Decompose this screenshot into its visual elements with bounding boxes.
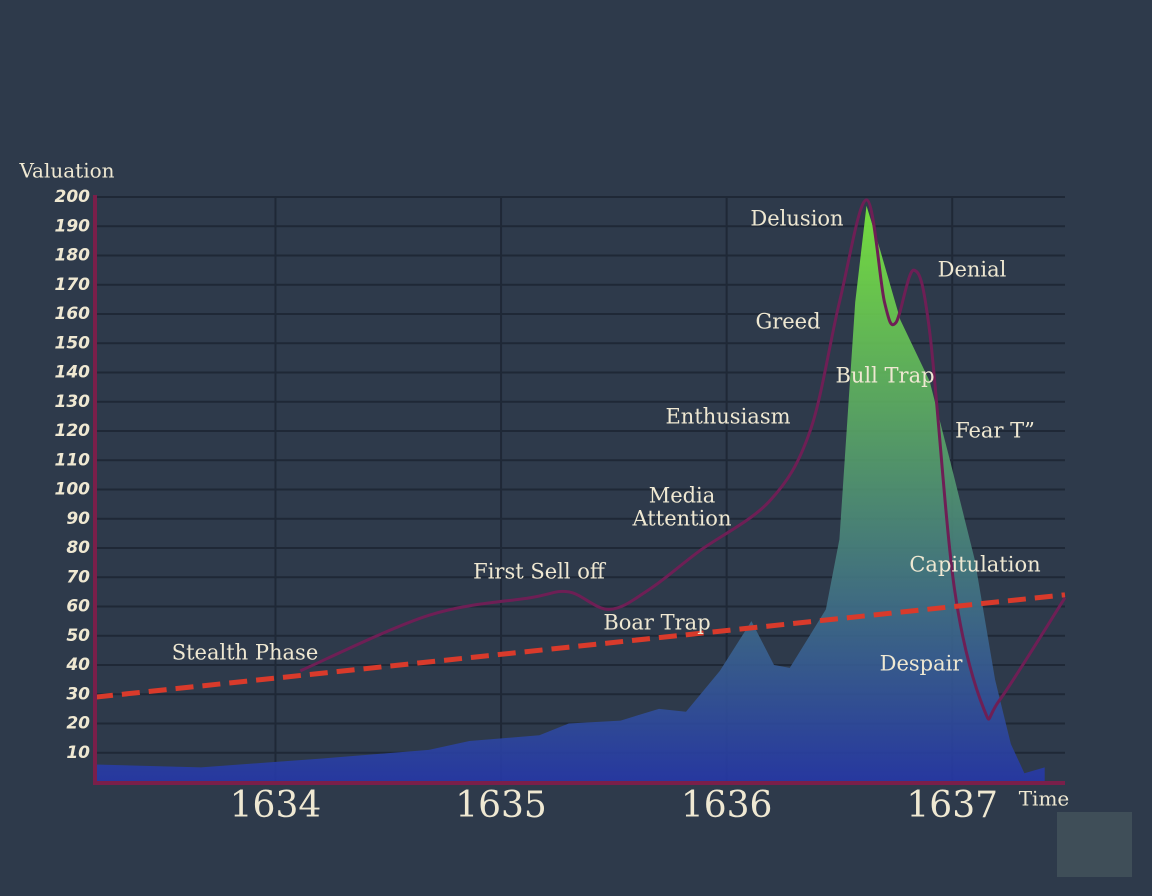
- y-tick-label: 130: [55, 392, 91, 412]
- trend-line: [94, 592, 1066, 700]
- annotation: Fear T”: [955, 419, 1035, 443]
- y-tick-label: 80: [66, 538, 90, 558]
- annotation: Delusion: [750, 207, 843, 231]
- x-tick-label: 1634: [230, 785, 322, 826]
- x-tick-label: 1636: [681, 785, 773, 826]
- y-axis-label: Valuation: [18, 159, 114, 183]
- y-tick-label: 110: [55, 450, 91, 470]
- y-tick-label: 10: [66, 743, 90, 763]
- annotation: Despair: [880, 652, 964, 676]
- annotation: First Sell off: [473, 560, 607, 584]
- annotation: Attention: [632, 507, 732, 531]
- y-tick-label: 60: [66, 597, 90, 617]
- y-tick-label: 30: [66, 684, 90, 704]
- x-axis-label: Time: [1019, 787, 1070, 811]
- annotation: Capitulation: [909, 553, 1040, 577]
- y-tick-label: 160: [55, 304, 91, 324]
- y-tick-label: 100: [55, 480, 91, 500]
- y-tick-label: 190: [55, 216, 91, 236]
- annotation: Greed: [755, 310, 820, 334]
- line: [299, 198, 1067, 721]
- y-tick-label: 200: [55, 187, 91, 207]
- y-tick-label: 70: [66, 567, 90, 587]
- x-tick-label: 1637: [906, 785, 998, 826]
- area: [95, 205, 1045, 782]
- x-tick-label: 1635: [455, 785, 547, 826]
- y-tick-label: 120: [55, 421, 91, 441]
- annotation: Media: [649, 484, 716, 508]
- annotation: Denial: [938, 258, 1007, 282]
- annotation: Stealth Phase: [172, 641, 319, 665]
- y-tick-label: 150: [55, 333, 91, 353]
- y-tick-label: 170: [55, 275, 91, 295]
- corner-box: [1057, 812, 1132, 877]
- y-tick-label: 20: [66, 714, 90, 734]
- y-tick-label: 140: [55, 363, 91, 383]
- annotation: Bull Trap: [835, 364, 934, 388]
- y-tick-label: 180: [55, 246, 91, 266]
- annotation: Boar Trap: [603, 611, 710, 635]
- y-tick-label: 40: [65, 655, 90, 675]
- annotation: Enthusiasm: [665, 405, 790, 429]
- y-tick-label: 50: [66, 626, 90, 646]
- y-tick-label: 90: [66, 509, 90, 529]
